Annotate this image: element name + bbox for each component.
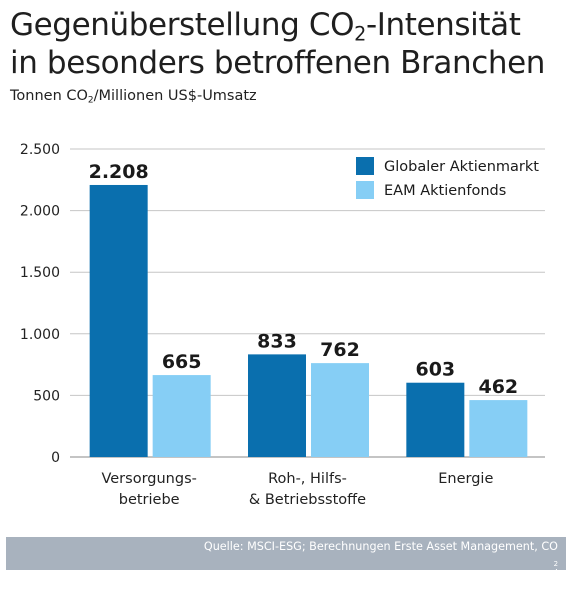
bar xyxy=(152,375,211,457)
data-label: 665 xyxy=(162,351,202,373)
source-footer: Quelle: MSCI-ESG; Berechnungen Erste Ass… xyxy=(6,537,566,595)
data-label: 2.208 xyxy=(89,161,149,183)
y-tick-label: 0 xyxy=(51,450,60,466)
y-tick-label: 500 xyxy=(33,388,60,404)
bar xyxy=(469,400,528,457)
bar xyxy=(311,363,369,457)
legend-swatch xyxy=(356,181,374,199)
legend-label: Globaler Aktienmarkt xyxy=(384,159,539,175)
chart-title-line-1: Gegenüberstellung CO2-Intensität xyxy=(10,7,521,46)
x-tick-label: & Betriebsstoffe xyxy=(249,492,366,508)
bar-chart: 0 500 1.000 1.500 2.000 2.500 2.208 665 Versorgu… xyxy=(20,142,545,508)
data-label: 462 xyxy=(478,376,518,398)
y-tick-label: 2.000 xyxy=(20,204,60,220)
source-line-1: Quelle: MSCI-ESG; Berechnungen Erste Ass… xyxy=(203,540,558,581)
bar xyxy=(406,382,465,457)
x-tick-label: betriebe xyxy=(119,492,180,508)
data-label: 833 xyxy=(257,330,297,352)
bar xyxy=(248,354,306,457)
y-tick-label: 2.500 xyxy=(20,142,60,158)
legend-swatch xyxy=(356,157,374,175)
y-tick-label: 1.500 xyxy=(20,265,60,281)
x-tick-label: Energie xyxy=(438,471,493,487)
x-tick-label: Roh-, Hilfs- xyxy=(268,471,347,487)
x-tick-label: Versorgungs- xyxy=(101,471,196,487)
bar xyxy=(89,184,148,457)
chart-subtitle: Tonnen CO2/Millionen US$-Umsatz xyxy=(10,88,257,106)
chart-title-line-2: in besonders betroffenen Branchen xyxy=(10,45,546,81)
legend-label: EAM Aktienfonds xyxy=(384,183,506,199)
source-line-2: Umsatzdaten Geschäftsjahr 2016/2017; Ind… xyxy=(178,582,558,595)
data-label: 762 xyxy=(320,339,360,361)
data-label: 603 xyxy=(415,359,455,381)
chart-title: Gegenüberstellung CO2-Intensität in beso… xyxy=(10,6,565,82)
y-tick-label: 1.000 xyxy=(20,327,60,343)
